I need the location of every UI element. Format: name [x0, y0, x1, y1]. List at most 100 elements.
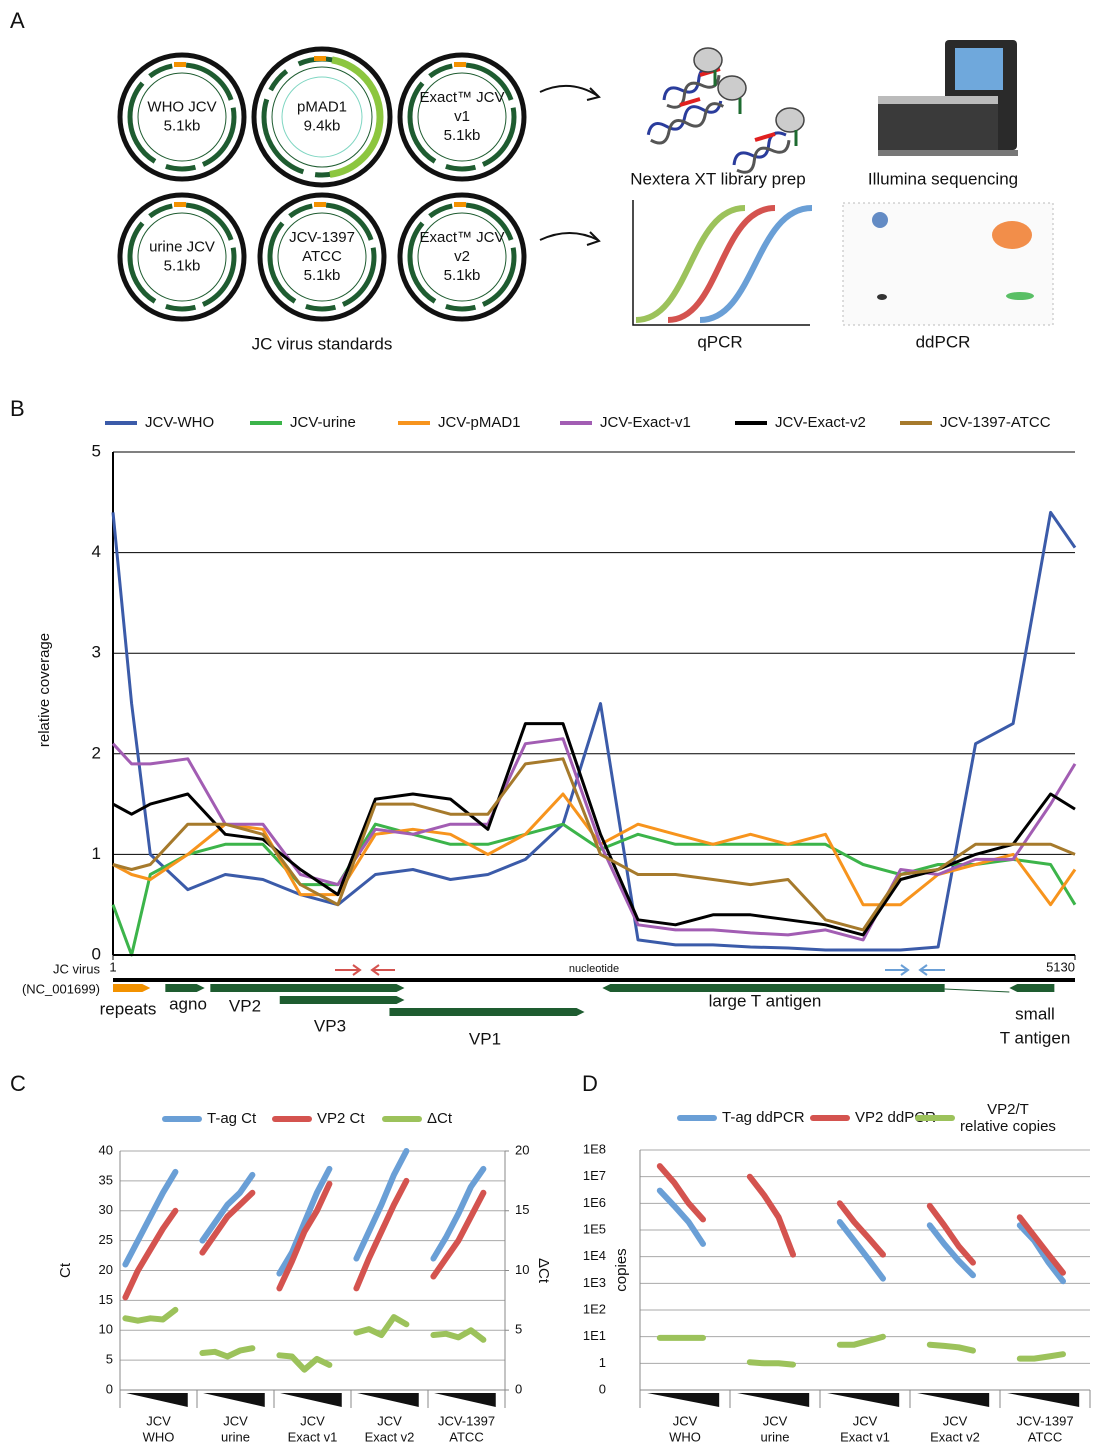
coverage-line [112, 792, 1077, 907]
y-tick-label: 10 [99, 1322, 113, 1337]
group-label: JCV [673, 1413, 698, 1428]
series-line [276, 1165, 333, 1277]
plasmid-inner [137, 212, 227, 302]
caption: JC virus standards [252, 334, 393, 353]
plasmid-genes [127, 202, 237, 312]
series-line [430, 1189, 487, 1280]
series-line [656, 1163, 706, 1223]
orange-mark [314, 56, 326, 61]
dilution-wedge [1007, 1393, 1080, 1407]
legend-label: ΔCt [427, 1110, 453, 1127]
panel-a-art [539, 40, 1054, 326]
y-tick-label: 30 [99, 1202, 113, 1217]
series-line [199, 1345, 256, 1360]
primer-head [918, 964, 928, 976]
group-label: urine [221, 1429, 250, 1444]
plasmid-ring [257, 192, 387, 322]
y-tick-label: 5 [106, 1352, 113, 1367]
panel-label: A [10, 8, 25, 33]
group-label: ATCC [449, 1429, 483, 1444]
group-label: Exact v1 [288, 1429, 338, 1444]
method-label: qPCR [697, 332, 742, 351]
series-line [430, 1327, 487, 1343]
series-line [199, 1189, 256, 1256]
plasmid-genes [127, 62, 237, 172]
plasmid-genes [407, 202, 517, 312]
gene-feature [279, 996, 405, 1004]
arrow [539, 85, 599, 97]
y-tick-label: 4 [92, 542, 101, 561]
legend-label: T-ag Ct [207, 1110, 257, 1127]
y-tick-label: 3 [92, 643, 101, 662]
vector-backbone [260, 55, 384, 179]
gene-label: VP1 [469, 1029, 501, 1048]
series-line [836, 1333, 886, 1348]
y-tick-label: 0 [599, 1381, 606, 1396]
group-label: Exact v2 [930, 1429, 980, 1444]
y-tick-label: 1 [599, 1355, 606, 1370]
y-tick-label: 1 [92, 844, 101, 863]
gene-label: VP3 [314, 1016, 346, 1035]
gene-feature [602, 984, 945, 992]
legend-label: VP2 Ct [317, 1110, 365, 1127]
x-axis-label: nucleotide [569, 963, 619, 975]
y-tick-label: 1E4 [583, 1248, 606, 1263]
orange-mark [454, 202, 466, 207]
dilution-wedge [203, 1393, 265, 1407]
plasmid-label: 5.1kb [164, 257, 201, 274]
primer-head [900, 964, 910, 976]
series-line [122, 1306, 179, 1324]
plasmid-label: 5.1kb [444, 267, 481, 284]
y-axis-label: copies [613, 1248, 630, 1291]
plasmid-label: v1 [454, 108, 470, 125]
gene-feature [389, 1008, 585, 1016]
group-label: Exact v1 [840, 1429, 890, 1444]
gene-feature [113, 984, 151, 992]
series-line [926, 1341, 976, 1354]
legend-label: VP2/T [987, 1101, 1029, 1118]
series-line [276, 1352, 333, 1373]
y-tick-label: 1E8 [583, 1141, 606, 1156]
gene-label: large T antigen [709, 991, 822, 1010]
plasmid-label: pMAD1 [297, 98, 347, 115]
group-label: JCV [300, 1413, 325, 1428]
series-line [836, 1200, 886, 1258]
dilution-wedge [917, 1393, 990, 1407]
legend-label: JCV-Exact-v2 [775, 414, 866, 431]
y-tick-label: 2 [92, 743, 101, 762]
gene-feature [210, 984, 405, 992]
legend-label: JCV-pMAD1 [438, 414, 521, 431]
group-label: Exact v2 [365, 1429, 415, 1444]
vector-inner [281, 76, 363, 158]
y-tick-label: 35 [99, 1172, 113, 1187]
orange-mark [174, 62, 186, 67]
sequencer-icon [878, 40, 1018, 156]
series-line [926, 1222, 976, 1279]
plasmid-ring [251, 46, 393, 188]
plasmid-label: WHO JCV [147, 98, 216, 115]
coverage-line [111, 822, 1077, 957]
plasmid-label: ATCC [302, 248, 342, 265]
gene-label: small [1015, 1004, 1055, 1023]
plasmid-ring [397, 192, 527, 322]
y-tick-label: 1E3 [583, 1275, 606, 1290]
gene-label: repeats [100, 999, 157, 1018]
orange-mark [174, 202, 186, 207]
arrow-head [586, 231, 601, 246]
panel-label: B [10, 396, 25, 421]
plasmid-label: 5.1kb [304, 267, 341, 284]
y2-tick-label: 10 [515, 1262, 529, 1277]
genome-label: (NC_001699) [22, 981, 100, 996]
qpcr-icon [632, 200, 813, 326]
series-line [122, 1168, 179, 1268]
legend-label: JCV-urine [290, 414, 356, 431]
gene-feature [1009, 984, 1055, 992]
x-tick-label: 1 [109, 959, 116, 974]
y-tick-label: 25 [99, 1232, 113, 1247]
y-tick-label: 1E7 [583, 1168, 606, 1183]
dilution-wedge [280, 1393, 342, 1407]
y2-axis-label: ΔCt [535, 1258, 552, 1284]
gene-label: agno [169, 994, 207, 1013]
genome-label: JC virus [53, 961, 100, 976]
ddpcr-icon [842, 202, 1054, 326]
